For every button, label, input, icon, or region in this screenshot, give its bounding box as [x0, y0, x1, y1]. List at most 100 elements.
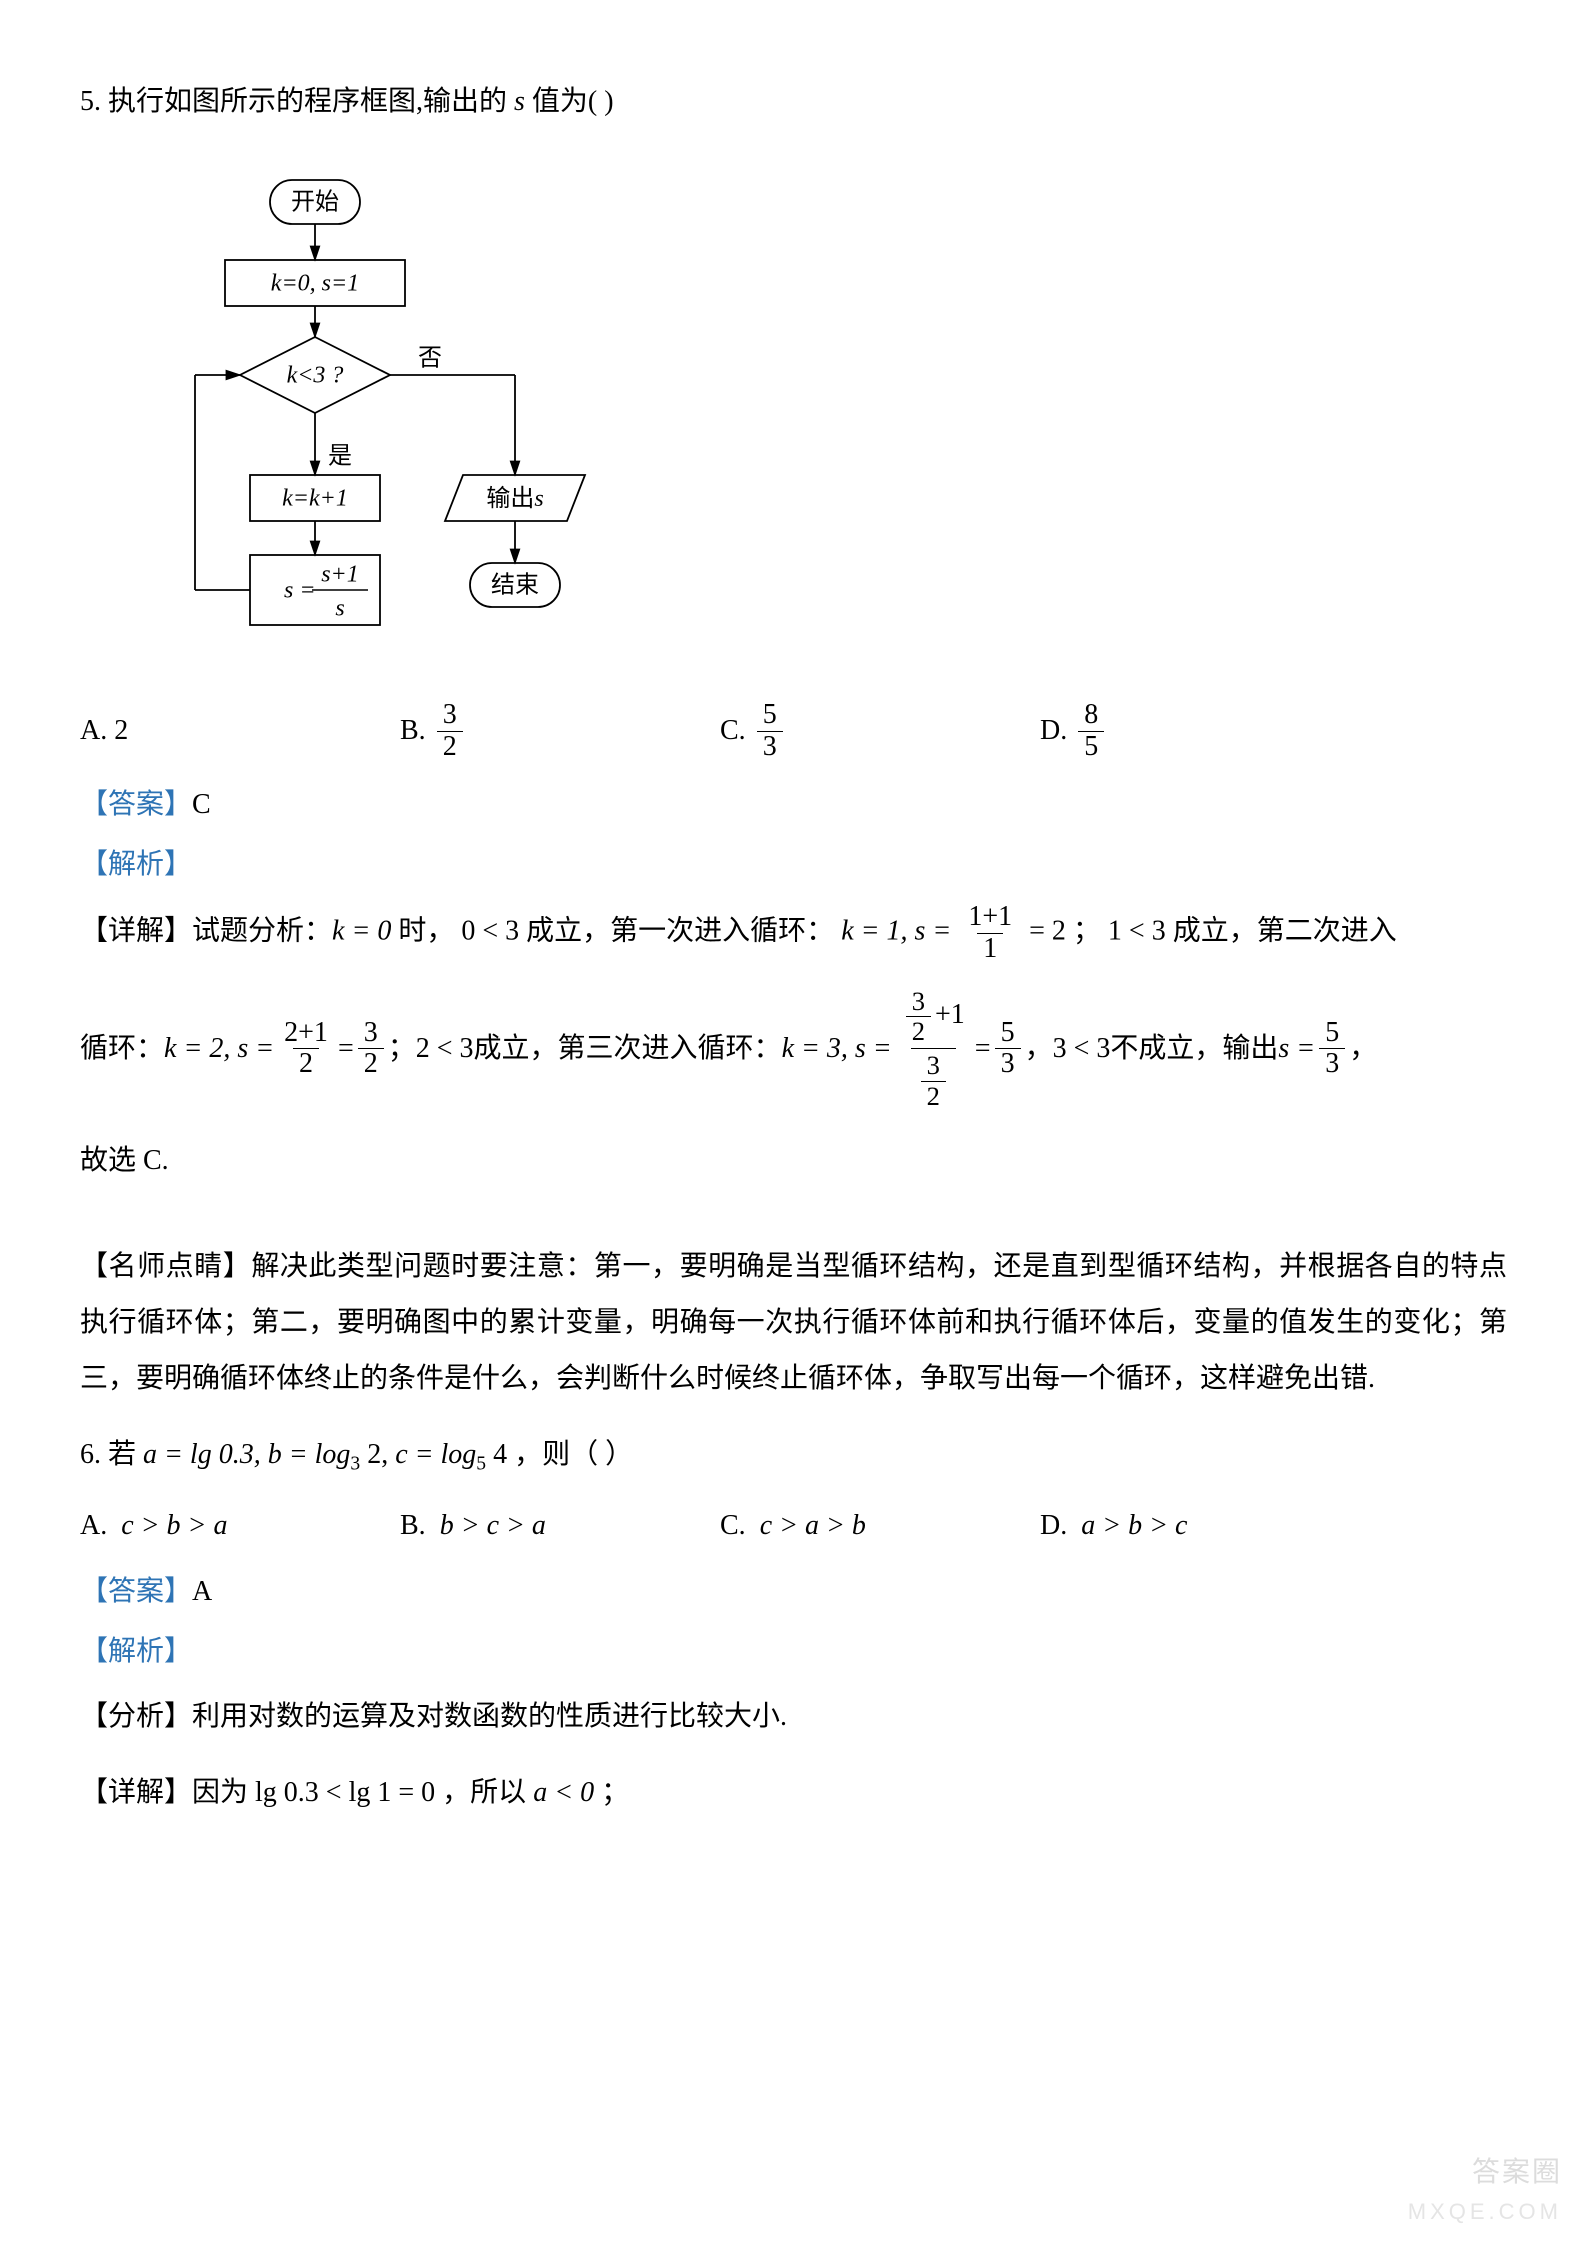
svg-text:是: 是	[328, 443, 352, 469]
watermark-2: MXQE.COM	[1408, 2199, 1562, 2225]
q5-stem: 5. 执行如图所示的程序框图,输出的 s 值为( )	[80, 80, 1507, 125]
opt-c-frac: 5 3	[757, 700, 783, 763]
q5-d2j-frac: 5 3	[1319, 1018, 1345, 1081]
q5-d2e: 成立，第三次进入循环：	[474, 1021, 782, 1077]
q6-option-a: A. c > b > a	[80, 1504, 400, 1549]
q5-d1h: 1 < 3	[1108, 916, 1166, 947]
q5-d1e: k = 1, s =	[841, 916, 951, 947]
q5-flowchart: 开始 k=0, s=1 k<3 ? k=k+1 s =s+1 s 输出s 结束 是 否	[140, 165, 1507, 660]
q5-d1g: ；	[1073, 916, 1101, 947]
q5-d1f: = 2	[1029, 916, 1066, 947]
q5-number: 5.	[80, 86, 101, 117]
q5-d1e-frac: 1+1 1	[962, 902, 1018, 965]
svg-text:开始: 开始	[291, 188, 339, 215]
q6-detail-label: 【详解】	[80, 1777, 192, 1808]
opt-a-value: 2	[114, 709, 128, 754]
svg-text:k=0, s=1: k=0, s=1	[271, 270, 359, 296]
flowchart-svg: 开始 k=0, s=1 k<3 ? k=k+1 s =s+1 s 输出s 结束 是 否	[140, 165, 610, 655]
q5-d2k: ，	[1349, 1021, 1377, 1077]
q5-d1d: 成立，第一次进入循环：	[526, 916, 834, 947]
q5-stem-var: s	[514, 86, 525, 117]
q6-answer-label: 【答案】	[80, 1576, 192, 1607]
q5-tip: 【名师点睛】解决此类型问题时要注意：第一，要明确是当型循环结构，还是直到型循环结…	[80, 1239, 1507, 1407]
q5-d2g: ，	[1025, 1021, 1053, 1077]
q5-detail-p3: 故选 C.	[80, 1133, 1507, 1189]
q5-option-d: D. 8 5	[1040, 700, 1360, 763]
svg-text:k=k+1: k=k+1	[282, 485, 348, 511]
q5-d2f-frac2: 5 3	[995, 1018, 1021, 1081]
q5-answer-label: 【答案】	[80, 789, 192, 820]
q6-detail-math1: lg 0.3 < lg 1 = 0	[255, 1777, 435, 1808]
q5-d2h: 3 < 3	[1053, 1021, 1111, 1077]
svg-text:k<3 ?: k<3 ?	[287, 362, 344, 388]
q6-detail-mid: ，所以	[442, 1777, 526, 1808]
q6-analysis-label: 【分析】	[80, 1701, 192, 1732]
q5-answer-line: 【答案】C	[80, 782, 1507, 822]
q6-detail-prefix: 因为	[192, 1777, 248, 1808]
q5-options: A. 2 B. 3 2 C. 5 3 D. 8 5	[80, 700, 1507, 763]
q5-answer-value: C	[192, 789, 211, 820]
opt-c-label: C.	[720, 709, 746, 754]
q6-answer-line: 【答案】A	[80, 1569, 1507, 1609]
q5-d2b-eq: =	[338, 1021, 354, 1077]
q6-stem-prefix: 若	[108, 1439, 136, 1470]
q5-d3: 故选 C.	[80, 1145, 169, 1176]
q6-explain-label: 【解析】	[80, 1636, 192, 1667]
q6-detail-suffix: ；	[601, 1777, 629, 1808]
q5-d1a: k = 0	[332, 916, 391, 947]
q5-d1i: 成立，第二次进入	[1173, 916, 1397, 947]
svg-text:结束: 结束	[491, 571, 539, 598]
q6-number: 6.	[80, 1439, 101, 1470]
opt-d-frac: 8 5	[1078, 700, 1104, 763]
q5-detail-label: 【详解】	[80, 916, 192, 947]
q6-analysis: 【分析】利用对数的运算及对数函数的性质进行比较大小.	[80, 1689, 1507, 1745]
q6-option-d: D. a > b > c	[1040, 1504, 1360, 1549]
svg-text:s =: s =	[284, 577, 316, 603]
q6-option-c: C. c > a > b	[720, 1504, 1040, 1549]
q5-option-a: A. 2	[80, 709, 400, 754]
q5-d2b-frac: 2+1 2	[278, 1018, 334, 1081]
q5-d2j: s =	[1278, 1021, 1315, 1077]
q6-stem: 6. 若 a = lg 0.3, b = log3 2, c = log5 4 …	[80, 1427, 1507, 1484]
q5-d2c: ；	[388, 1021, 416, 1077]
q5-detail-p2: 循环： k = 2, s = 2+1 2 = 3 2 ； 2 < 3 成立，第三…	[80, 985, 1507, 1113]
svg-text:s+1: s+1	[321, 561, 359, 587]
q5-tip-label: 【名师点睛】	[80, 1251, 251, 1282]
opt-b-label: B.	[400, 709, 426, 754]
svg-text:输出s: 输出s	[486, 484, 543, 511]
q6-detail: 【详解】因为 lg 0.3 < lg 1 = 0 ，所以 a < 0 ；	[80, 1765, 1507, 1821]
q5-bigfrac: 3 2 +1 3 2	[896, 985, 971, 1113]
opt-a-label: A.	[80, 709, 107, 754]
q5-stem-part2: 值为( )	[532, 86, 614, 117]
q6-option-b: B. b > c > a	[400, 1504, 720, 1549]
q5-d1b: 时，	[398, 916, 454, 947]
q5-option-b: B. 3 2	[400, 700, 720, 763]
q5-stem-part1: 执行如图所示的程序框图,输出的	[108, 86, 507, 117]
q5-d2d: 2 < 3	[416, 1021, 474, 1077]
q6-stem-suffix: ，则（ ）	[514, 1439, 633, 1470]
q5-explain-label: 【解析】	[80, 849, 192, 880]
q6-options: A. c > b > a B. b > c > a C. c > a > b D…	[80, 1504, 1507, 1549]
q5-d2f: k = 3, s =	[782, 1021, 892, 1077]
q6-detail-math2: a < 0	[533, 1777, 594, 1808]
svg-text:否: 否	[418, 345, 442, 371]
watermark-1: 答案圈	[1472, 2150, 1562, 2190]
q5-d2b: k = 2, s =	[164, 1021, 274, 1077]
q5-d2i: 不成立，输出	[1110, 1021, 1278, 1077]
q5-detail-prefix: 试题分析：	[192, 916, 332, 947]
q6-stem-math1: a = lg 0.3,	[143, 1439, 261, 1470]
q6-answer-value: A	[192, 1576, 212, 1607]
q5-d2f-eq: =	[975, 1021, 991, 1077]
svg-text:s: s	[335, 595, 344, 621]
q6-analysis-text: 利用对数的运算及对数函数的性质进行比较大小.	[192, 1701, 787, 1732]
q6-stem-math3: c = log	[395, 1439, 476, 1470]
q5-detail-p1: 【详解】试题分析：k = 0 时， 0 < 3 成立，第一次进入循环： k = …	[80, 902, 1507, 965]
q5-explain-line: 【解析】	[80, 842, 1507, 882]
q6-stem-math2: b = log	[268, 1439, 351, 1470]
q6-explain-line: 【解析】	[80, 1629, 1507, 1669]
q5-d2a: 循环：	[80, 1021, 164, 1077]
opt-b-frac: 3 2	[437, 700, 463, 763]
q5-d2b-frac2: 3 2	[358, 1018, 384, 1081]
q5-tip-text: 解决此类型问题时要注意：第一，要明确是当型循环结构，还是直到型循环结构，并根据各…	[80, 1251, 1507, 1394]
q5-d1c: 0 < 3	[461, 916, 519, 947]
